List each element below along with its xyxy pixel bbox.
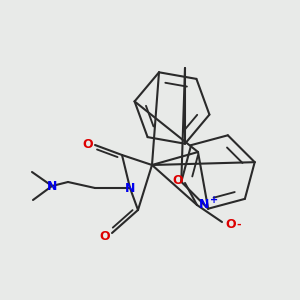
Text: N: N	[125, 182, 135, 194]
Text: N: N	[47, 179, 57, 193]
Text: O: O	[225, 218, 236, 232]
Text: O: O	[173, 175, 183, 188]
Text: +: +	[210, 195, 218, 205]
Text: O: O	[83, 139, 93, 152]
Text: -: -	[236, 220, 241, 230]
Text: N: N	[199, 199, 209, 212]
Text: O: O	[100, 230, 110, 242]
